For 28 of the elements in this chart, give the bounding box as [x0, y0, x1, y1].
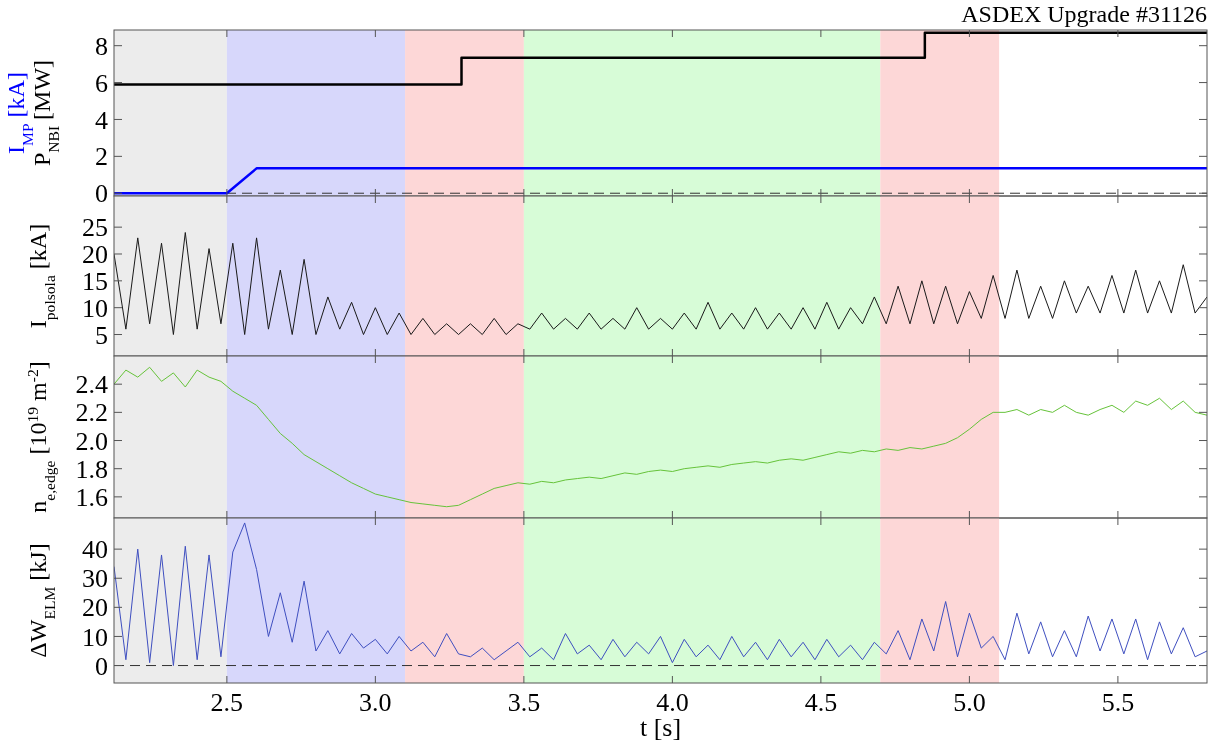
y-tick-label: 10: [82, 293, 108, 323]
y-tick-label: 0: [95, 179, 108, 209]
y-tick-label: 10: [82, 622, 108, 652]
y-tick-label: 5: [95, 320, 108, 350]
y-tick-label: 0: [95, 651, 108, 681]
line-series: [114, 232, 1207, 336]
y-tick-label: 2.2: [75, 398, 108, 428]
y-tick-label: 2.0: [75, 426, 108, 456]
y-tick-label: 4: [95, 105, 108, 135]
x-tick-label: 3.0: [359, 688, 392, 717]
y-tick-label: 2.4: [75, 370, 108, 400]
x-tick-label: 4.5: [804, 688, 838, 717]
chart-title: ASDEX Upgrade #31126: [961, 1, 1207, 27]
x-tick-label: 2.5: [210, 688, 244, 717]
y-tick-label: 2: [95, 142, 108, 172]
line-series: [114, 366, 1207, 508]
line-series: [114, 522, 1207, 667]
y-tick-label: 8: [95, 31, 108, 61]
x-tick-label: 5.5: [1101, 688, 1135, 717]
y-tick-label: 1.8: [75, 454, 108, 484]
y-tick-label: 30: [82, 564, 108, 594]
y-tick-label: 20: [82, 593, 108, 623]
y-tick-label: 25: [82, 213, 108, 243]
y-tick-label: 1.6: [75, 482, 108, 512]
y-tick-label: 40: [82, 535, 108, 565]
x-tick-label: 5.0: [953, 688, 986, 717]
x-tick-label: 3.5: [507, 688, 541, 717]
y-tick-label: 6: [95, 68, 108, 98]
